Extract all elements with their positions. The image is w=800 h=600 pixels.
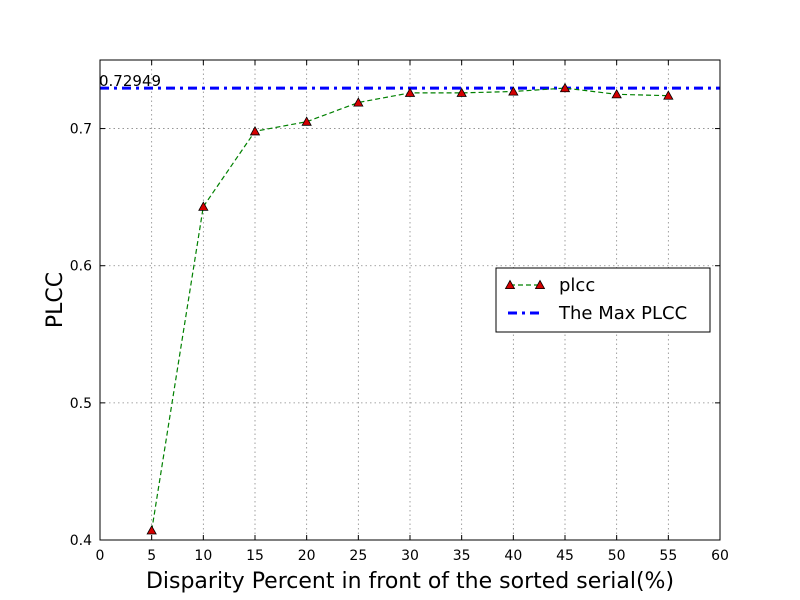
legend-box: [495, 267, 711, 333]
plcc-point-55: [663, 90, 674, 100]
x-tick-label-20: 20: [298, 548, 316, 564]
plcc-point-30: [404, 87, 416, 97]
legend-items: plcc The Max PLCC: [504, 275, 687, 324]
x-tick-label-60: 60: [711, 548, 729, 564]
y-tick-label-0.7: 0.7: [70, 122, 92, 138]
annotation-max-value: 0.72949: [99, 72, 161, 90]
plcc-point-20: [301, 116, 312, 126]
legend-plcc-marker-left: [504, 279, 516, 290]
x-tick-label-0: 0: [96, 548, 105, 564]
x-tick-label-25: 25: [349, 548, 367, 564]
tick-layer: 0 5 10 15 20 25 30 35 40 45 50 55 60 0.4 0.5 0.6 0.7: [70, 60, 729, 564]
x-tick-label-30: 30: [401, 548, 419, 564]
plcc-point-45: [559, 82, 571, 93]
x-tick-label-45: 45: [556, 548, 574, 564]
y-axis-title: PLCC: [43, 272, 68, 328]
series-layer: [100, 82, 720, 535]
plcc-point-50: [611, 88, 622, 99]
y-tick-label-0.6: 0.6: [70, 259, 92, 275]
x-tick-label-10: 10: [194, 548, 212, 564]
legend-plcc-label: plcc: [559, 275, 595, 296]
plcc-point-5: [146, 525, 157, 535]
annotation-layer: 0.72949: [99, 72, 161, 90]
legend-plcc-marker-right: [534, 279, 546, 290]
plcc-point-25: [353, 97, 364, 107]
y-tick-label-0.5: 0.5: [70, 396, 92, 412]
legend: plcc The Max PLCC: [495, 267, 711, 333]
legend-max-plcc-label: The Max PLCC: [558, 303, 687, 324]
x-tick-label-5: 5: [147, 548, 156, 564]
x-tick-label-15: 15: [246, 548, 264, 564]
x-tick-label-55: 55: [659, 548, 677, 564]
x-tick-label-40: 40: [504, 548, 522, 564]
plcc-point-40: [508, 86, 519, 96]
plcc-point-15: [249, 125, 261, 136]
x-axis-title: Disparity Percent in front of the sorted…: [146, 569, 674, 594]
plcc-point-35: [456, 87, 467, 97]
plcc-point-10: [198, 201, 209, 211]
y-tick-label-0.4: 0.4: [70, 533, 92, 549]
x-tick-label-35: 35: [453, 548, 471, 564]
x-tick-label-50: 50: [608, 548, 626, 564]
